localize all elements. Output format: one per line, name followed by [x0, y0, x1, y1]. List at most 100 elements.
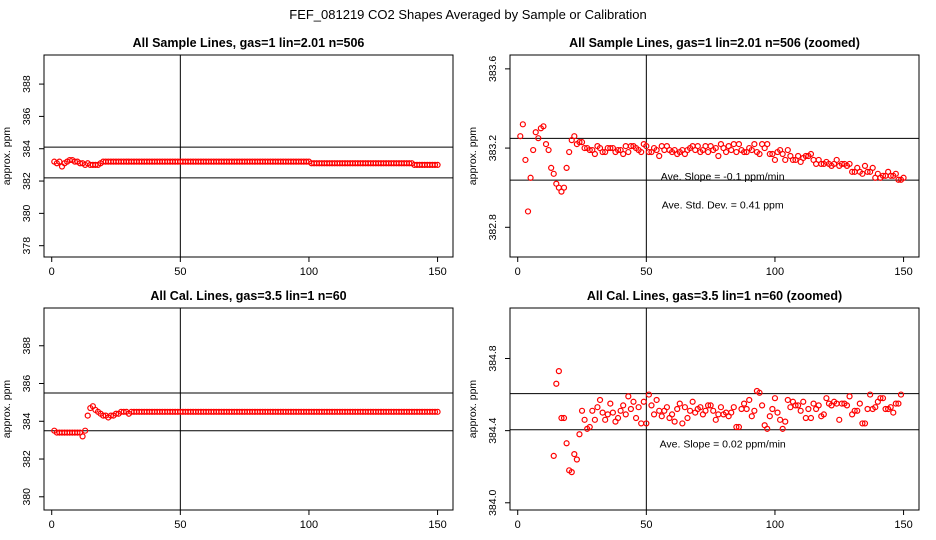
data-point [836, 416, 843, 423]
data-point [733, 148, 740, 156]
data-point [859, 420, 866, 427]
data-point [805, 405, 812, 413]
data-point [807, 414, 815, 422]
y-tick-label: 382 [21, 450, 33, 468]
data-points [51, 156, 441, 170]
data-point [769, 150, 776, 158]
x-tick-label: 150 [894, 519, 912, 531]
data-point [74, 429, 81, 436]
data-point [517, 133, 524, 140]
data-point [722, 148, 730, 156]
data-point [740, 148, 748, 156]
data-point [728, 146, 735, 154]
data-point [849, 168, 856, 175]
data-point [797, 407, 804, 414]
data-point [625, 393, 632, 400]
data-point [571, 133, 578, 140]
data-point [431, 408, 439, 415]
y-axis-label: approx. ppm [467, 380, 479, 439]
y-tick-label: 384.4 [487, 417, 499, 443]
plot-frame [43, 54, 454, 258]
data-point [756, 389, 763, 396]
data-point [79, 433, 86, 440]
x-tick-label: 100 [300, 266, 318, 278]
data-point [879, 395, 887, 402]
data-points [550, 368, 905, 476]
data-point [586, 423, 593, 431]
data-point [892, 400, 899, 407]
data-point [586, 146, 593, 154]
data-point [730, 404, 737, 411]
panel-title: All Cal. Lines, gas=3.5 lin=1 n=60 (zoom… [587, 289, 842, 303]
data-point [581, 416, 588, 423]
data-point [550, 170, 557, 177]
data-point [751, 407, 758, 414]
data-point [887, 404, 894, 411]
data-point [864, 168, 871, 175]
data-point [434, 161, 441, 168]
data-point [645, 391, 653, 398]
data-point [620, 150, 627, 158]
data-point [818, 160, 825, 168]
data-point [671, 418, 678, 425]
y-tick-label: 383.6 [487, 56, 499, 82]
data-point [879, 172, 887, 179]
x-tick-label: 100 [300, 519, 318, 531]
data-point [560, 184, 568, 191]
data-point [846, 393, 853, 400]
data-point [846, 160, 853, 168]
data-point [715, 152, 722, 160]
y-axis-label: approx. ppm [1, 127, 13, 186]
data-point [604, 411, 611, 418]
data-point [854, 407, 861, 414]
data-point [704, 402, 712, 409]
data-point [733, 423, 740, 431]
data-point [591, 416, 598, 423]
data-point [779, 150, 786, 158]
data-point [573, 456, 580, 463]
data-point [728, 409, 735, 416]
x-tick-label: 100 [766, 266, 784, 278]
data-point [602, 416, 609, 423]
annotation-text: Ave. Std. Dev. = 0.41 ppm [662, 200, 784, 212]
y-tick-label: 388 [21, 75, 33, 93]
data-point [820, 411, 827, 418]
data-point [859, 170, 866, 177]
data-point [751, 141, 758, 148]
chart-panel-3: All Cal. Lines, gas=3.5 lin=1 n=60 0 50 100… [1, 289, 454, 531]
data-point [887, 172, 894, 179]
data-point [84, 412, 91, 419]
data-point [550, 452, 557, 459]
data-point [766, 150, 773, 158]
data-point [882, 405, 889, 413]
data-point [658, 413, 665, 420]
data-point [789, 156, 797, 164]
data-point [120, 408, 127, 415]
x-tick-label: 0 [515, 519, 521, 531]
data-point [782, 156, 789, 164]
x-tick-label: 150 [428, 266, 446, 278]
data-point [900, 174, 907, 181]
data-point [599, 148, 606, 156]
data-point [632, 414, 640, 422]
data-point [638, 148, 645, 156]
chart-panels: All Sample Lines, gas=1 lin=2.01 n=506 0 5… [1, 36, 920, 531]
panel-title: All Cal. Lines, gas=3.5 lin=1 n=60 [150, 289, 346, 303]
y-tick-label: 380 [21, 204, 33, 222]
chart-panel-4: All Cal. Lines, gas=3.5 lin=1 n=60 (zoom… [467, 289, 920, 531]
data-point [810, 400, 817, 407]
data-point [614, 414, 622, 422]
plot-frame [509, 307, 920, 511]
data-point [519, 121, 526, 128]
x-tick-label: 50 [174, 266, 186, 278]
data-point [746, 396, 753, 404]
x-tick-label: 0 [515, 266, 521, 278]
data-point [566, 148, 573, 156]
data-point [861, 420, 869, 427]
data-point [740, 400, 748, 407]
y-axis-label: approx. ppm [467, 127, 479, 186]
data-point [707, 402, 714, 409]
y-tick-label: 386 [21, 375, 33, 393]
data-point [431, 161, 439, 168]
